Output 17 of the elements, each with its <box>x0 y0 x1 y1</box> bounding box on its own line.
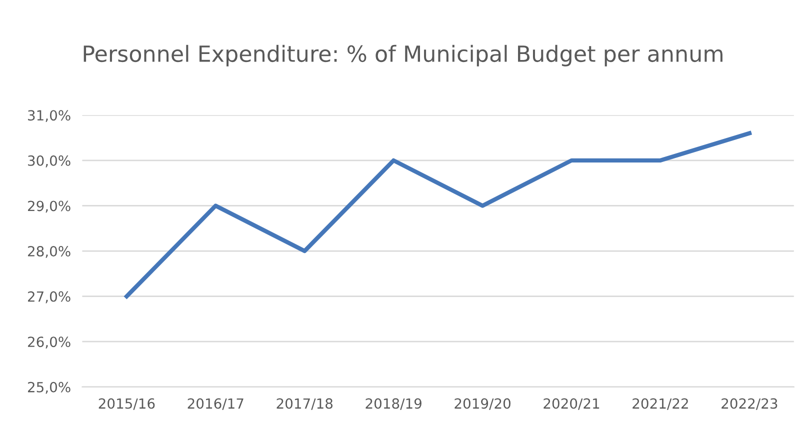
x-tick-label: 2022/23 <box>722 398 778 410</box>
y-tick-label: 27,0% <box>28 291 70 304</box>
y-tick-label: 29,0% <box>28 200 70 213</box>
x-tick-label: 2018/19 <box>366 398 422 410</box>
y-tick-label: 31,0% <box>28 110 70 122</box>
y-tick-label: 25,0% <box>28 382 70 394</box>
x-tick-label: 2019/20 <box>454 398 510 410</box>
x-tick-label: 2015/16 <box>98 398 155 410</box>
y-tick-label: 26,0% <box>28 336 70 349</box>
x-tick-label: 2021/22 <box>632 398 688 410</box>
x-tick-label: 2017/18 <box>276 398 333 410</box>
x-tick-label: 2020/21 <box>544 398 600 410</box>
y-tick-label: 28,0% <box>28 246 70 258</box>
x-tick-label: 2016/17 <box>188 398 244 410</box>
y-tick-label: 30,0% <box>28 155 70 168</box>
line-series <box>124 131 752 298</box>
chart-title: Personnel Expenditure: % of Municipal Budget per annum <box>84 44 722 66</box>
